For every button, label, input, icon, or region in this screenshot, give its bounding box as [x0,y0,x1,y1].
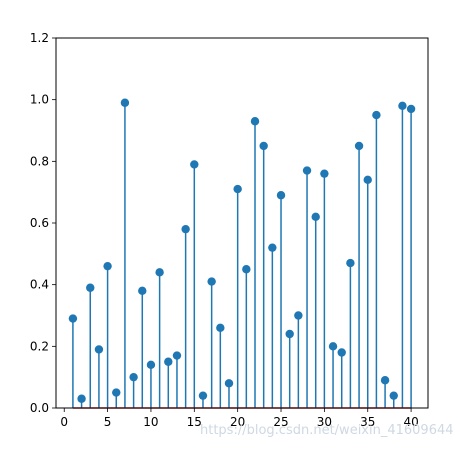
stem-marker-1 [68,314,78,323]
stem-marker-26 [285,329,294,339]
x-axis: 0 5 10 15 20 25 30 35 40 [60,408,419,429]
stem-marker-23 [259,141,268,151]
stem-marker-19 [224,379,234,388]
x-tick-label-30: 30 [317,415,332,429]
stem-marker-36 [372,110,381,120]
stem-marker-30 [320,169,329,178]
x-tick-label-10: 10 [143,415,158,429]
stem-markers [68,98,416,403]
stem-marker-8 [129,372,138,382]
stem-marker-15 [190,160,199,169]
stem-marker-27 [294,311,303,320]
stem-marker-22 [250,117,260,126]
stem-marker-4 [94,345,104,354]
x-tick-label-15: 15 [187,415,202,429]
stem-marker-13 [172,351,182,360]
stem-marker-28 [302,166,312,175]
stem-marker-34 [354,141,364,151]
stem-marker-17 [207,277,216,286]
stem-marker-9 [138,286,147,296]
x-tick-label-25: 25 [273,415,288,429]
stem-marker-3 [86,283,95,292]
stem-marker-14 [181,224,190,234]
stem-marker-18 [216,323,225,333]
stem-marker-5 [103,261,112,271]
axes-frame [55,37,429,409]
stem-marker-7 [120,98,130,107]
y-tick-label-0.8: 0.8 [30,154,49,168]
y-tick-label-1: 1.0 [30,93,49,107]
stem-marker-2 [77,394,86,403]
stem-marker-25 [276,191,286,200]
stem-marker-32 [337,348,346,357]
stem-marker-38 [389,391,398,400]
stem-marker-11 [155,268,164,277]
y-tick-label-0.2: 0.2 [30,339,49,353]
stem-marker-12 [164,357,173,366]
stem-marker-20 [233,184,242,194]
y-axis: 0.0 0.2 0.4 0.6 0.8 1.0 1.2 [30,31,56,415]
y-tick-label-1.2: 1.2 [30,31,49,45]
stem-marker-24 [268,243,277,252]
stem-marker-37 [380,376,390,385]
stem-marker-10 [146,360,156,370]
x-tick-label-5: 5 [104,415,112,429]
stem-marker-31 [328,342,338,351]
stem-marker-35 [363,175,372,185]
stem-lines [72,102,412,408]
x-tick-label-40: 40 [403,415,418,429]
stem-marker-39 [398,101,407,111]
y-tick-label-0.4: 0.4 [30,278,49,292]
x-tick-label-35: 35 [360,415,375,429]
x-tick-label-20: 20 [230,415,245,429]
stem-marker-16 [198,391,208,400]
stem-marker-33 [346,258,355,268]
stem-marker-29 [311,212,320,222]
y-tick-label-0.6: 0.6 [30,216,49,230]
y-tick-label-0: 0.0 [30,401,49,415]
stem-marker-21 [242,265,251,274]
stem-marker-40 [406,104,416,114]
stem-marker-6 [112,388,121,397]
x-tick-label-0: 0 [60,415,68,429]
